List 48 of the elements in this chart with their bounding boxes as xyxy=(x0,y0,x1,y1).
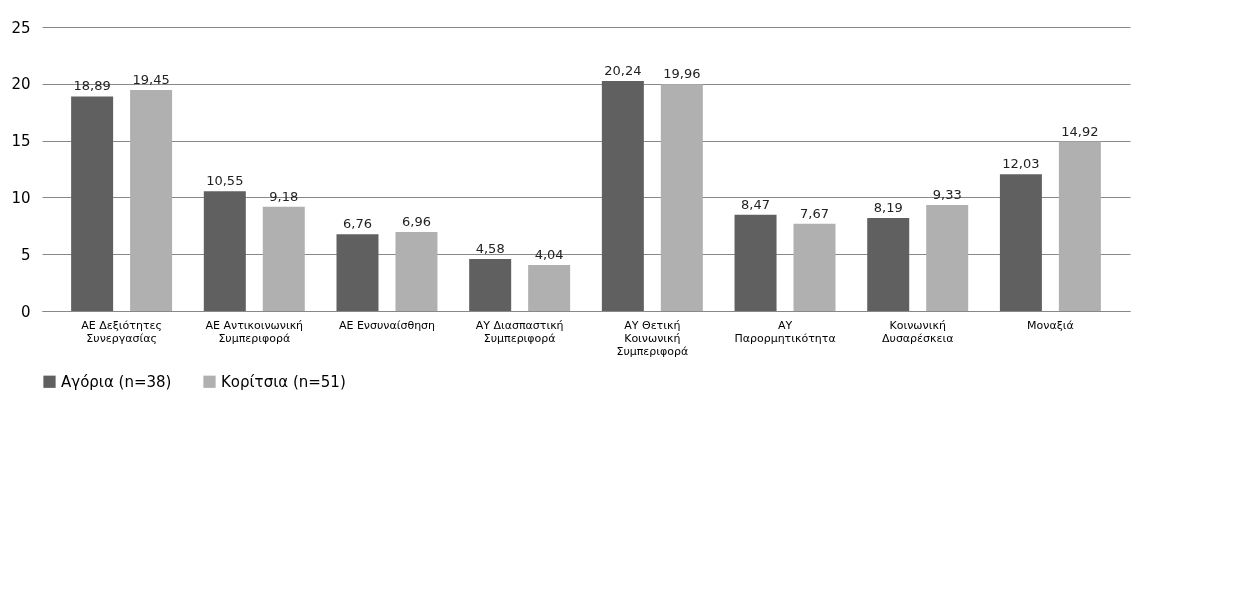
y-tick-label: 15 xyxy=(11,132,31,151)
bar xyxy=(734,214,777,311)
bar xyxy=(469,258,512,311)
data-label: 8,47 xyxy=(741,196,771,212)
legend-label: Κορίτσια (n=51) xyxy=(221,372,346,391)
bar xyxy=(601,81,644,311)
data-label: 19,96 xyxy=(663,66,701,82)
data-label: 20,24 xyxy=(604,63,642,79)
bar xyxy=(262,206,305,311)
data-label: 8,19 xyxy=(873,199,903,215)
data-label: 12,03 xyxy=(1002,156,1040,172)
bar xyxy=(336,234,379,311)
x-tick-label: ΑΥ Διασπαστική Συμπεριφορά xyxy=(475,318,564,345)
bar xyxy=(130,90,173,311)
bar xyxy=(926,205,969,311)
y-tick-label: 0 xyxy=(20,302,31,321)
bar xyxy=(660,84,703,311)
x-tick-label: ΑΕ Αντικοινωνική Συμπεριφορά xyxy=(205,318,304,345)
data-label: 7,67 xyxy=(800,205,829,221)
bar xyxy=(1058,141,1101,311)
bar xyxy=(395,231,438,311)
data-label: 18,89 xyxy=(73,78,111,94)
bar xyxy=(999,174,1042,311)
data-label: 6,76 xyxy=(343,216,372,232)
x-tick-label: Κοινωνική Δυσαρέσκεια xyxy=(882,318,954,345)
data-label: 9,33 xyxy=(932,187,962,203)
y-tick-label: 5 xyxy=(20,245,31,264)
x-tick-label: ΑΕ Ενσυναίσθηση xyxy=(338,318,436,332)
bar xyxy=(203,191,246,311)
legend-label: Αγόρια (n=38) xyxy=(61,372,172,391)
x-tick-label: ΑΕ Δεξιότητες Συνεργασίας xyxy=(81,318,162,345)
data-label: 4,04 xyxy=(534,247,564,263)
x-tick-label: ΑΥ Παρορμητικότητα xyxy=(734,318,836,345)
y-tick-label: 25 xyxy=(11,18,31,37)
bar xyxy=(528,265,571,311)
x-tick-label: Μοναξιά xyxy=(1027,318,1074,332)
data-label: 6,96 xyxy=(401,213,431,229)
data-label: 14,92 xyxy=(1061,123,1099,139)
y-tick-label: 20 xyxy=(11,75,31,94)
data-label: 9,18 xyxy=(269,188,299,204)
data-label: 10,55 xyxy=(206,173,244,189)
x-tick-label: ΑΥ Θετική Κοινωνική Συμπεριφορά xyxy=(616,318,689,358)
y-tick-label: 10 xyxy=(11,188,31,207)
data-label: 4,58 xyxy=(475,240,505,256)
bar xyxy=(867,217,910,311)
data-label: 19,45 xyxy=(132,72,170,88)
bar xyxy=(71,96,114,311)
bar xyxy=(793,223,836,311)
